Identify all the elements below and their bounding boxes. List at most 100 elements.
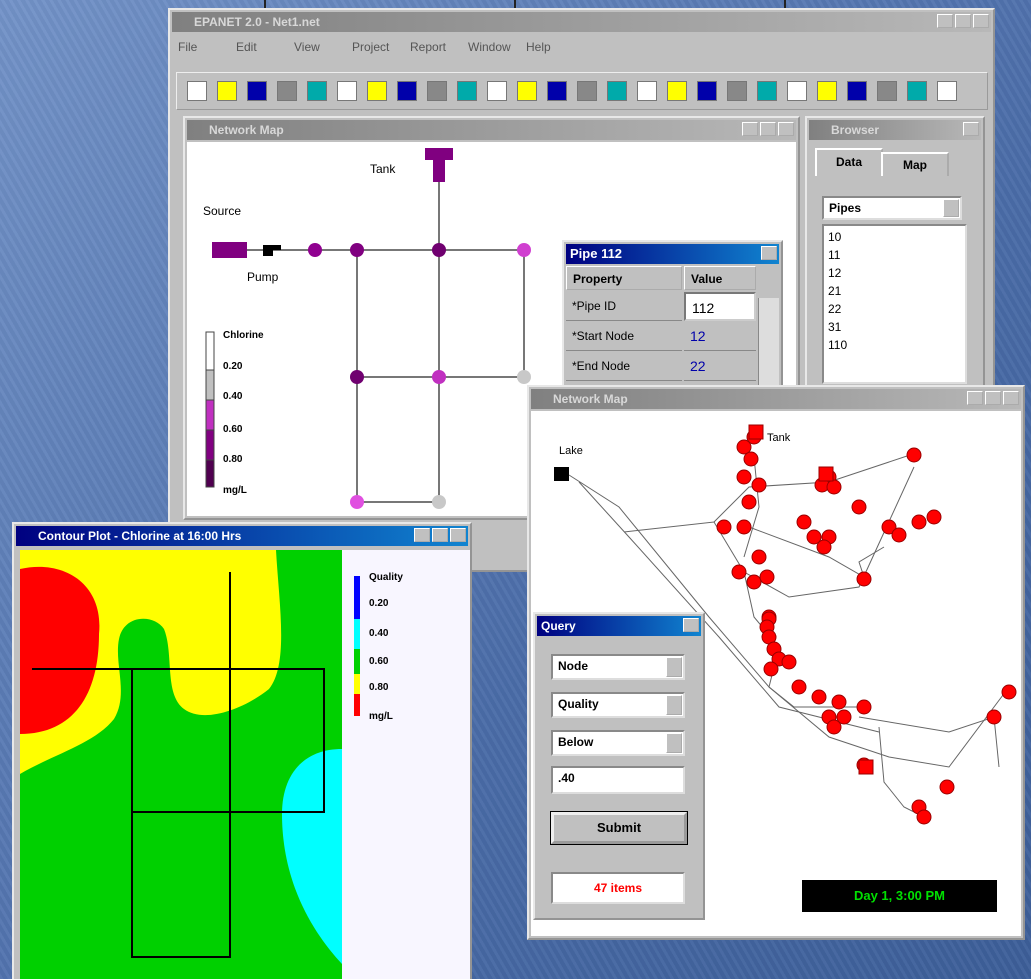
tool-button[interactable]	[337, 81, 357, 101]
tool-button[interactable]	[607, 81, 627, 101]
value-cell: 22	[684, 352, 756, 381]
list-item[interactable]: 110	[828, 338, 848, 352]
list-item[interactable]: 10	[828, 230, 842, 244]
header: Value	[684, 266, 756, 290]
title: Network Map	[187, 120, 796, 140]
menu-item[interactable]: Report	[410, 40, 447, 54]
browser-window: Browser Data Map Pipes 10 11 12 21 22 31 110	[805, 116, 985, 390]
node	[751, 549, 767, 565]
tool-button[interactable]	[247, 81, 267, 101]
list-item[interactable]: 31	[828, 320, 842, 334]
submit-button[interactable]: Submit	[550, 811, 688, 845]
list-item[interactable]: 22	[828, 302, 842, 316]
node	[906, 447, 922, 463]
list-item[interactable]: 21	[828, 284, 842, 298]
tank	[748, 424, 764, 440]
value-input[interactable]: .40	[551, 766, 685, 794]
tool-button[interactable]	[397, 81, 417, 101]
dropdown[interactable]: Node	[551, 654, 685, 680]
property-cell: *Start Node	[566, 322, 682, 351]
tool-button[interactable]	[787, 81, 807, 101]
property-grid: Property Value *Pipe ID 112 *Start Node 12 *En…	[566, 266, 756, 388]
node	[716, 519, 732, 535]
node	[796, 514, 812, 530]
node	[986, 709, 1002, 725]
tool-button[interactable]	[637, 81, 657, 101]
tool-button[interactable]	[457, 81, 477, 101]
pump-label: Pump	[247, 270, 279, 284]
node	[746, 574, 762, 590]
legend-item: 0.60	[223, 424, 243, 435]
item-list: 10 11 12 21 22 31 110	[822, 224, 967, 384]
network-drawing	[554, 424, 1017, 825]
legend-item: 0.20	[369, 598, 389, 609]
tool-button[interactable]	[727, 81, 747, 101]
tool-button[interactable]	[277, 81, 297, 101]
menu-item[interactable]: File	[178, 40, 198, 54]
tab[interactable]: Data	[815, 148, 883, 176]
node	[781, 654, 797, 670]
node	[831, 694, 847, 710]
tool-button[interactable]	[517, 81, 537, 101]
node	[736, 469, 752, 485]
tab[interactable]: Map	[881, 152, 949, 176]
node	[759, 569, 775, 585]
toolbar	[176, 72, 988, 110]
node	[826, 479, 842, 495]
tool-button[interactable]	[847, 81, 867, 101]
query-window: Query Node Quality Below .40 Submit 47 ite…	[533, 612, 705, 920]
list-item[interactable]: 12	[828, 266, 842, 280]
legend-unit: mg/L	[369, 711, 393, 722]
tool-button[interactable]	[187, 81, 207, 101]
property-cell: *Pipe ID	[566, 292, 682, 321]
contour-window: Contour Plot - Chlorine at 16:00 Hrs Qua…	[12, 522, 472, 979]
tool-button[interactable]	[577, 81, 597, 101]
menu-item[interactable]: Project	[352, 40, 390, 54]
node	[851, 499, 867, 515]
node	[751, 477, 767, 493]
legend-item: 0.40	[369, 628, 389, 639]
title: Browser	[809, 120, 981, 140]
property-cell: *End Node	[566, 352, 682, 381]
tool-button[interactable]	[937, 81, 957, 101]
tank-label: Tank	[767, 432, 791, 444]
node	[881, 519, 897, 535]
list-item[interactable]: 11	[828, 248, 841, 262]
legend-item: 0.80	[369, 682, 389, 693]
menu-item[interactable]: Window	[468, 40, 511, 54]
dropdown[interactable]: Quality	[551, 692, 685, 718]
tool-button[interactable]	[217, 81, 237, 101]
node	[763, 661, 779, 677]
tool-button[interactable]	[757, 81, 777, 101]
tool-button[interactable]	[427, 81, 447, 101]
tool-button[interactable]	[307, 81, 327, 101]
legend-item: 0.20	[223, 361, 243, 372]
legend-item: 0.80	[223, 454, 243, 465]
status: Day 1, 3:00 PM	[802, 880, 997, 912]
tool-button[interactable]	[667, 81, 687, 101]
tool-button[interactable]	[487, 81, 507, 101]
tool-button[interactable]	[877, 81, 897, 101]
tool-button[interactable]	[817, 81, 837, 101]
network-drawing	[205, 148, 531, 509]
tool-button[interactable]	[367, 81, 387, 101]
tool-button[interactable]	[697, 81, 717, 101]
legend-title: Chlorine	[223, 330, 264, 341]
menu-item[interactable]: View	[294, 40, 320, 54]
menu-item[interactable]: Help	[526, 40, 551, 54]
tool-button[interactable]	[907, 81, 927, 101]
node	[736, 519, 752, 535]
contour-drawing	[20, 550, 360, 979]
dropdown[interactable]: Below	[551, 730, 685, 756]
title: Pipe 112	[566, 244, 779, 264]
node	[1001, 684, 1017, 700]
legend-item: 0.60	[369, 656, 389, 667]
menu-item[interactable]: Edit	[236, 40, 257, 54]
selector[interactable]: Pipes	[822, 196, 962, 220]
node	[916, 809, 932, 825]
node	[816, 539, 832, 555]
tank	[818, 466, 834, 482]
tool-button[interactable]	[547, 81, 567, 101]
title: Contour Plot - Chlorine at 16:00 Hrs	[16, 526, 468, 546]
